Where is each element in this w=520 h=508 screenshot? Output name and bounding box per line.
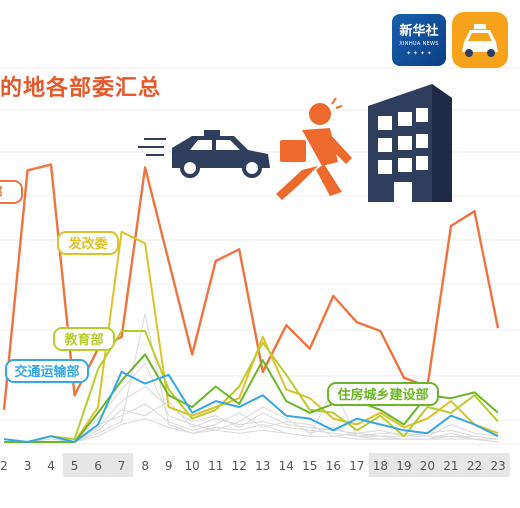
x-tick-label-15: 15 (302, 459, 317, 473)
x-tick-label-9: 9 (165, 459, 173, 473)
shaded-band-18 (368, 453, 393, 477)
stars-icon: ✦ ✦ ✦ ✦ (406, 50, 432, 57)
x-tick-label-21: 21 (443, 459, 458, 473)
xinhua-logo-cn: 新华社 (399, 24, 439, 39)
xinhua-logo: 新华社 XINHUA NEWS ✦ ✦ ✦ ✦ (392, 14, 446, 66)
x-tick-label-18: 18 (373, 459, 388, 473)
x-tick-label-11: 11 (208, 459, 223, 473)
taxi-app-logo (452, 12, 508, 68)
x-tick-label-16: 16 (326, 459, 341, 473)
shaded-period-bands (62, 453, 510, 477)
series-label-box-1 (57, 231, 119, 255)
background-series-line-5 (4, 418, 499, 443)
xinhua-logo-en: XINHUA NEWS (399, 41, 439, 47)
x-tick-label-20: 20 (420, 459, 435, 473)
series-label-3: 交通运输部 (14, 364, 79, 380)
x-tick-label-23: 23 (490, 459, 505, 473)
series-label-box-0 (0, 180, 23, 204)
background-series-line-1 (4, 362, 499, 443)
shaded-band-19 (392, 453, 416, 477)
x-tick-label-3: 3 (24, 459, 32, 473)
x-tick-label-4: 4 (47, 459, 55, 473)
x-tick-label-7: 7 (118, 459, 126, 473)
series-label-4: 住房城乡建设部 (337, 387, 428, 403)
shaded-band-20 (415, 453, 440, 477)
x-tick-label-8: 8 (141, 459, 149, 473)
series-label-2: 教育部 (63, 332, 103, 348)
series-line-3 (4, 353, 499, 443)
x-tick-label-13: 13 (255, 459, 270, 473)
taxi-icon (138, 130, 270, 178)
running-man-icon (276, 97, 352, 200)
shaded-band-6 (86, 453, 110, 477)
x-tick-label-12: 12 (232, 459, 247, 473)
x-tick-label-2: 2 (0, 459, 8, 473)
x-axis-ticks: 2 3 4 5 6 7 8 9 10 11 12 13 14 15 16 17 18 19 20 21 22 23 (0, 459, 505, 473)
x-tick-label-14: 14 (279, 459, 294, 473)
x-tick-label-10: 10 (185, 459, 200, 473)
x-tick-label-22: 22 (467, 459, 482, 473)
series-labels: 部发改委教育部交通运输部住房城乡建设部 (0, 180, 439, 406)
shaded-band-7 (109, 453, 134, 477)
grid-lines (0, 67, 520, 445)
series-label-box-4 (327, 382, 439, 406)
chart-title: 的地各部委汇总 (0, 76, 162, 101)
x-tick-label-17: 17 (349, 459, 364, 473)
series-label-0: 部 (0, 185, 3, 201)
series-line-2 (4, 330, 499, 443)
series-label-1: 发改委 (67, 236, 107, 252)
office-building-icon (368, 84, 452, 202)
shaded-band-22 (462, 453, 487, 477)
x-tick-label-19: 19 (396, 459, 411, 473)
shaded-band-5 (62, 453, 87, 477)
series-label-box-2 (53, 327, 115, 351)
car-icon (462, 24, 498, 57)
x-tick-label-5: 5 (71, 459, 79, 473)
shaded-band-23 (486, 453, 510, 477)
x-tick-label-6: 6 (94, 459, 102, 473)
shaded-band-21 (439, 453, 463, 477)
series-line-4 (3, 370, 499, 443)
background-series-group (4, 313, 499, 443)
series-label-box-3 (5, 359, 89, 383)
